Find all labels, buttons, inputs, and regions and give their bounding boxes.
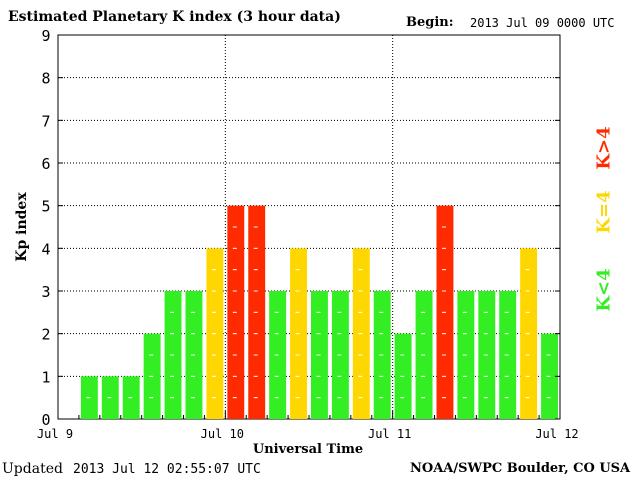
legend-entry: K=4 <box>594 190 615 233</box>
legend: K<4 K=4 K>4 <box>594 126 615 311</box>
plot-area <box>57 34 561 420</box>
x-axis-label: Universal Time <box>253 442 363 457</box>
y-tick-label: 4 <box>41 240 50 258</box>
y-tick-label: 2 <box>41 326 50 344</box>
updated-value: 2013 Jul 12 02:55:07 UTC <box>73 462 261 477</box>
x-tick-label: Jul 9 <box>37 427 73 441</box>
x-tick-label: Jul 11 <box>368 427 411 441</box>
x-tick-label: Jul 10 <box>201 427 244 441</box>
legend-entry: K>4 <box>594 126 615 169</box>
y-tick-label: 0 <box>41 411 50 429</box>
credit-text: NOAA/SWPC Boulder, CO USA <box>410 461 631 476</box>
bars <box>80 205 558 419</box>
y-tick-label: 3 <box>41 283 50 301</box>
begin-label: Begin: <box>406 15 454 30</box>
y-ticks: 0 1 2 3 4 5 6 7 8 9 <box>41 27 560 429</box>
x-ticks: Jul 9 Jul 10 Jul 11 Jul 12 <box>37 411 579 441</box>
y-tick-label: 1 <box>41 368 50 386</box>
y-tick-label: 7 <box>41 112 50 130</box>
y-tick-label: 5 <box>41 198 50 216</box>
y-tick-label: 6 <box>41 155 50 173</box>
y-tick-label: 8 <box>41 70 50 88</box>
chart-title: Estimated Planetary K index (3 hour data… <box>8 9 341 25</box>
x-tick-label: Jul 12 <box>535 427 578 441</box>
begin-value: 2013 Jul 09 0000 UTC <box>470 16 615 30</box>
y-tick-label: 9 <box>41 27 50 45</box>
legend-entry: K<4 <box>594 268 615 311</box>
y-axis-label: Kp index <box>14 192 30 262</box>
updated-label: Updated <box>2 461 63 477</box>
grid <box>58 35 560 419</box>
